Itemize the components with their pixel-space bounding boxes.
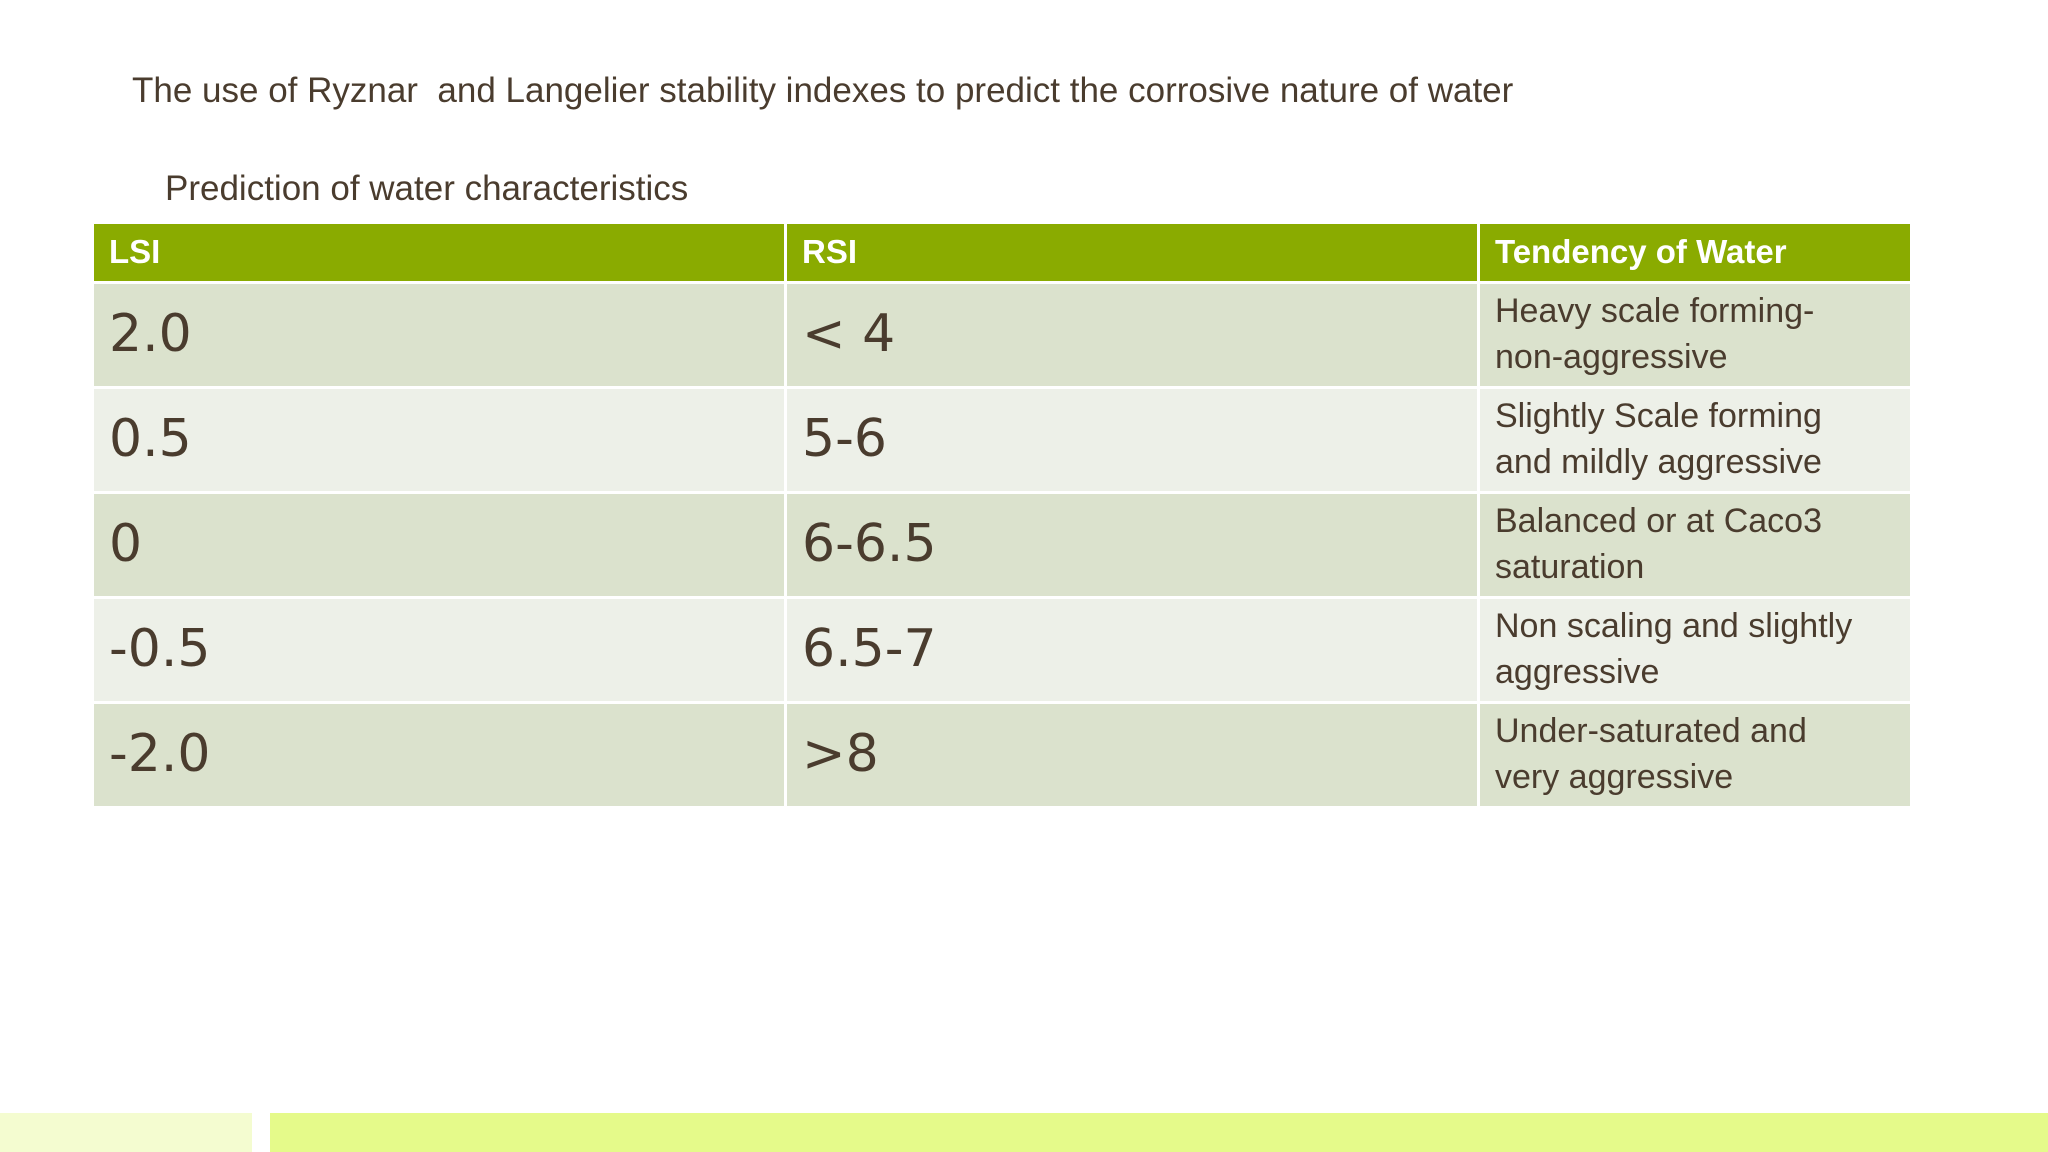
tendency-line-2: very aggressive	[1495, 758, 1734, 796]
footer-accent-bar-right	[270, 1113, 2048, 1152]
tendency-line-2: aggressive	[1495, 653, 1660, 691]
rsi-cell: < 4	[787, 284, 1477, 386]
rsi-value: 6-6.5	[802, 514, 937, 575]
header-tendency: Tendency of Water	[1480, 224, 1910, 281]
lsi-cell: 0.5	[94, 389, 784, 491]
lsi-cell: -2.0	[94, 704, 784, 806]
rsi-cell: >8	[787, 704, 1477, 806]
header-rsi: RSI	[787, 224, 1477, 281]
lsi-cell: -0.5	[94, 599, 784, 701]
table-row: 2.0 < 4 Heavy scale forming- non-aggress…	[94, 284, 1910, 386]
rsi-value: 6.5-7	[802, 619, 937, 680]
lsi-value: 0	[109, 514, 143, 575]
table-row: 0 6-6.5 Balanced or at Caco3 saturation	[94, 494, 1910, 596]
lsi-value: 0.5	[109, 409, 192, 470]
rsi-cell: 6-6.5	[787, 494, 1477, 596]
tendency-line-2: and mildly aggressive	[1495, 443, 1822, 481]
tendency-line-1: Heavy scale forming-	[1495, 292, 1815, 331]
tendency-line-1: Non scaling and slightly	[1495, 607, 1853, 646]
slide-title: The use of Ryznar and Langelier stabilit…	[132, 71, 1514, 110]
table-header-row: LSI RSI Tendency of Water	[94, 224, 1910, 281]
lsi-cell: 2.0	[94, 284, 784, 386]
rsi-value: >8	[802, 724, 879, 785]
rsi-cell: 5-6	[787, 389, 1477, 491]
tendency-line-1: Under-saturated and	[1495, 712, 1807, 751]
tendency-line-2: saturation	[1495, 548, 1645, 586]
tendency-cell: Under-saturated and very aggressive	[1480, 704, 1910, 806]
table-row: -0.5 6.5-7 Non scaling and slightly aggr…	[94, 599, 1910, 701]
table-row: -2.0 >8 Under-saturated and very aggress…	[94, 704, 1910, 806]
lsi-cell: 0	[94, 494, 784, 596]
rsi-value: 5-6	[802, 409, 887, 470]
tendency-cell: Balanced or at Caco3 saturation	[1480, 494, 1910, 596]
tendency-line-1: Balanced or at Caco3	[1495, 502, 1822, 541]
lsi-value: 2.0	[109, 304, 192, 365]
tendency-cell: Heavy scale forming- non-aggressive	[1480, 284, 1910, 386]
header-lsi: LSI	[94, 224, 784, 281]
water-characteristics-table: LSI RSI Tendency of Water 2.0 < 4 Heavy …	[91, 221, 1913, 809]
tendency-line-2: non-aggressive	[1495, 338, 1728, 376]
lsi-value: -2.0	[109, 724, 211, 785]
table-caption: Prediction of water characteristics	[165, 169, 689, 208]
tendency-cell: Non scaling and slightly aggressive	[1480, 599, 1910, 701]
tendency-cell: Slightly Scale forming and mildly aggres…	[1480, 389, 1910, 491]
table-row: 0.5 5-6 Slightly Scale forming and mildl…	[94, 389, 1910, 491]
tendency-line-1: Slightly Scale forming	[1495, 397, 1822, 436]
rsi-cell: 6.5-7	[787, 599, 1477, 701]
rsi-value: < 4	[802, 304, 896, 365]
lsi-value: -0.5	[109, 619, 211, 680]
footer-accent-bar-left	[0, 1113, 252, 1152]
